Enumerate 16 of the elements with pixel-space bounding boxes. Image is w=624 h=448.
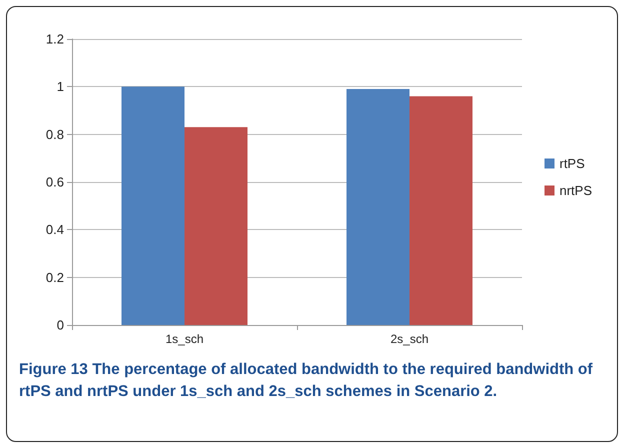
y-tick-label: 0 <box>56 318 64 332</box>
y-tick-label: 1 <box>56 79 64 94</box>
x-tick-label: 2s_sch <box>390 332 429 346</box>
x-tick-label: 1s_sch <box>165 332 204 346</box>
y-tick-label: 0.4 <box>46 222 64 238</box>
caption: Figure 13 The percentage of allocated bandwidth to the required bandwidth of rtPS and nrtPS under 1s_sch and 2s_sch schemes in Scenario 2. <box>19 360 594 402</box>
bar <box>410 96 472 325</box>
y-tick-label: 1.2 <box>46 32 64 46</box>
y-tick-label: 0.2 <box>46 270 64 285</box>
y-tick-label: 0.6 <box>46 174 64 190</box>
legend-label: nrtPS <box>559 183 592 198</box>
bar <box>184 127 248 325</box>
bar <box>346 89 410 325</box>
bar <box>122 86 184 325</box>
y-tick-label: 0.8 <box>46 126 64 142</box>
legend-label: rtPS <box>559 156 586 171</box>
